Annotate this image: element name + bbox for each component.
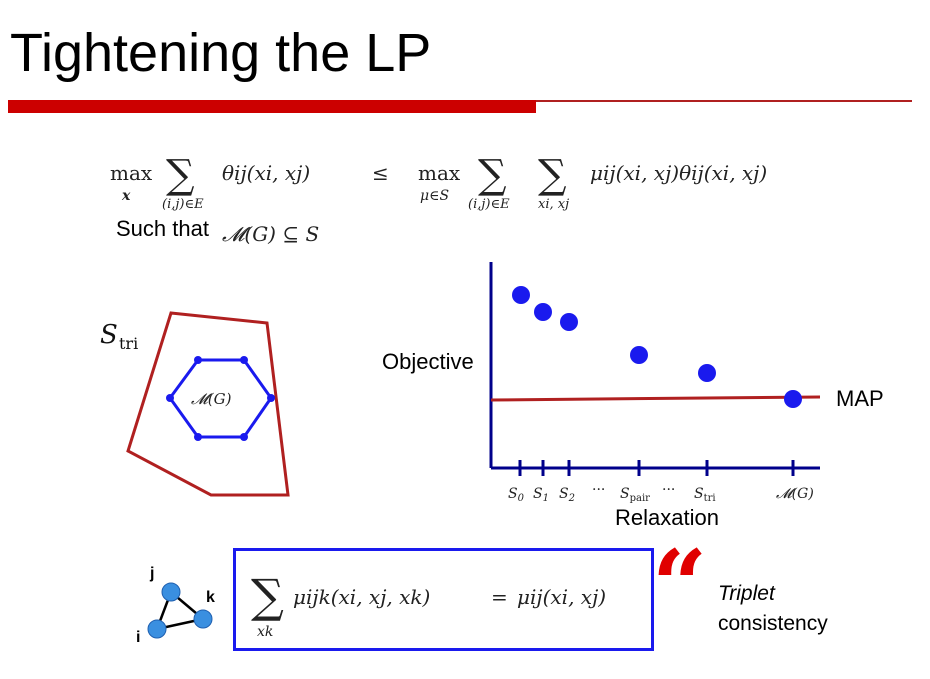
lhs-term: θij(xi, xj): [222, 161, 310, 185]
main-equation: max x ∑ (i,j)∈E θij(xi, xj) ≤ max μ∈S ∑ …: [110, 152, 767, 212]
rhs-max-sub: μ∈S: [420, 188, 449, 204]
tick-label-mg: 𝓜(G): [776, 486, 814, 502]
objective-points: [512, 286, 802, 408]
point-s1: [534, 303, 552, 321]
tick-label-s2: S2: [559, 486, 575, 504]
tick-label-s1: S1: [533, 486, 549, 504]
such-that-label: Such that: [116, 216, 209, 241]
rhs-sum1: ∑: [478, 152, 507, 198]
x-ticks: [518, 460, 795, 476]
boxed-lhs: μijk(xi, xj, xk): [293, 585, 430, 609]
polytope-diagram: S tri 𝓜(G): [100, 311, 290, 497]
leq-sign: ≤: [372, 161, 389, 185]
triplet-equation: ∑ xk μijk(xi, xj, xk) = μij(xi, xj): [251, 569, 606, 640]
point-mg: [784, 390, 802, 408]
hex-vertex: [194, 356, 202, 364]
constraint-math: 𝓜(G) ⊆ S: [222, 222, 320, 246]
map-line: [490, 395, 821, 402]
node-label-k: k: [206, 589, 215, 606]
objective-label: Objective: [382, 349, 474, 374]
consistency-label: consistency: [718, 612, 828, 635]
lhs-max-sub: x: [121, 188, 131, 204]
rhs-max: max: [418, 161, 461, 185]
node-label-i: i: [136, 629, 140, 646]
node-k: [193, 609, 213, 629]
point-s2: [560, 313, 578, 331]
hex-vertex: [240, 433, 248, 441]
quote-mark-icon: “: [652, 529, 708, 642]
triplet-graph: j k i: [136, 565, 215, 646]
boxed-eq: =: [491, 585, 508, 609]
hex-vertex: [166, 394, 174, 402]
tick-label-dots2: ···: [662, 482, 675, 498]
tick-label-spair: Spair: [620, 486, 650, 504]
hex-vertex: [240, 356, 248, 364]
hex-vertex: [194, 433, 202, 441]
boxed-rhs: μij(xi, xj): [517, 585, 606, 609]
boxed-sum: ∑: [251, 569, 284, 623]
s-tri-sub: tri: [119, 334, 138, 353]
rhs-sum2-sub: xi, xj: [538, 197, 569, 212]
title-underline-thick: [8, 100, 536, 113]
lhs-sum: ∑: [166, 152, 195, 198]
title-underline-thin: [536, 100, 912, 102]
outer-polytope: [126, 311, 290, 497]
lhs-sum-sub: (i,j)∈E: [162, 197, 204, 212]
tick-label-dots1: ···: [592, 482, 605, 498]
node-label-j: j: [149, 565, 154, 582]
boxed-sum-sub: xk: [257, 624, 273, 640]
point-spair: [630, 346, 648, 364]
rhs-sum2: ∑: [538, 152, 567, 198]
point-s0: [512, 286, 530, 304]
node-i: [147, 619, 167, 639]
hex-vertex: [267, 394, 275, 402]
triplet-label: Triplet: [718, 582, 775, 605]
rhs-term: μij(xi, xj)θij(xi, xj): [590, 161, 767, 185]
rhs-sum1-sub: (i,j)∈E: [468, 197, 510, 212]
marginal-polytope-label: 𝓜(G): [191, 390, 232, 408]
map-label: MAP: [836, 386, 884, 411]
slide-title: Tightening the LP: [10, 23, 432, 83]
tick-label-stri: Stri: [694, 486, 716, 504]
tick-label-s0: S0: [508, 486, 525, 504]
point-stri: [698, 364, 716, 382]
relaxation-label: Relaxation: [615, 505, 719, 530]
relaxation-plot: S0 S1 S2 ··· Spair ··· Stri 𝓜(G): [489, 262, 821, 504]
node-j: [161, 582, 181, 602]
hexagon-vertices: [166, 356, 275, 441]
triplet-constraint-box: [233, 548, 654, 651]
s-tri-label: S: [100, 320, 118, 350]
lhs-max: max: [110, 161, 153, 185]
